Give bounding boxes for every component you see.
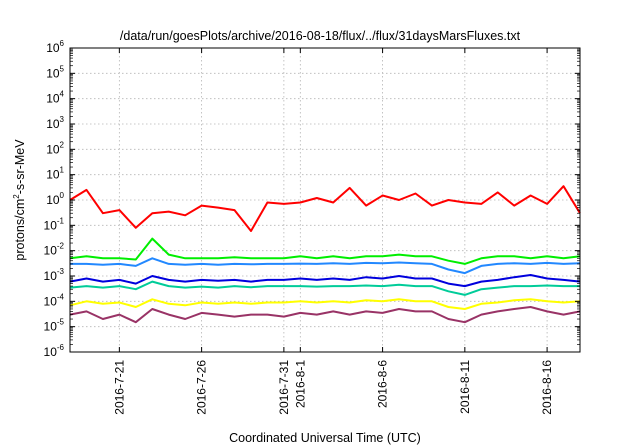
- y-tick-label: 106: [46, 39, 64, 55]
- y-axis-ticks: 10-6 10-5 10-4 10-3 10-2 10-1 100 101 102 103 104 1…: [44, 39, 580, 359]
- series-line-3: [70, 257, 581, 275]
- y-axis-label: protons/cm2-s-sr-MeV: [12, 139, 27, 261]
- y-tick-label: 10-1: [44, 216, 65, 232]
- y-tick-label: 102: [46, 140, 64, 156]
- y-tick-label: 105: [46, 64, 64, 80]
- y-tick-label: 10-3: [44, 267, 65, 283]
- series-group: [69, 185, 581, 324]
- y-tick-label: 10-6: [44, 343, 65, 359]
- x-tick-label: 2016-7-21: [112, 360, 126, 415]
- series-line-4: [69, 280, 580, 296]
- y-axis-label-base: protons/cm: [13, 199, 27, 261]
- series-line-2: [69, 237, 581, 265]
- x-tick-label: 2016-8-6: [376, 360, 390, 408]
- series-line-7: [69, 306, 581, 324]
- x-axis-label: Coordinated Universal Time (UTC): [229, 431, 421, 445]
- x-tick-label: 2016-7-26: [195, 360, 209, 415]
- x-tick-label: 2016-8-1: [293, 360, 307, 408]
- y-tick-label: 10-2: [44, 242, 65, 258]
- y-tick-label: 10-5: [44, 318, 65, 334]
- y-tick-label: 103: [46, 115, 64, 131]
- series-line-6: [69, 298, 581, 310]
- x-axis-ticks: 2016-7-21 2016-7-26 2016-7-31 2016-8-1 2016-…: [112, 48, 554, 415]
- series-line-5: [69, 274, 581, 288]
- y-tick-label: 10-4: [44, 292, 65, 308]
- x-tick-label: 2016-7-31: [277, 360, 291, 415]
- y-axis-label-sup: 2: [12, 194, 21, 199]
- series-line-1: [69, 185, 581, 232]
- y-tick-label: 100: [46, 191, 64, 207]
- grid: [70, 48, 580, 352]
- y-tick-label: 101: [46, 166, 64, 182]
- chart-title: /data/run/goesPlots/archive/2016-08-18/f…: [120, 29, 521, 43]
- y-axis-label-rest: -s-sr-MeV: [13, 139, 27, 195]
- y-tick-label: 104: [46, 90, 64, 106]
- x-tick-label: 2016-8-11: [458, 360, 472, 414]
- x-tick-label: 2016-8-16: [540, 360, 554, 415]
